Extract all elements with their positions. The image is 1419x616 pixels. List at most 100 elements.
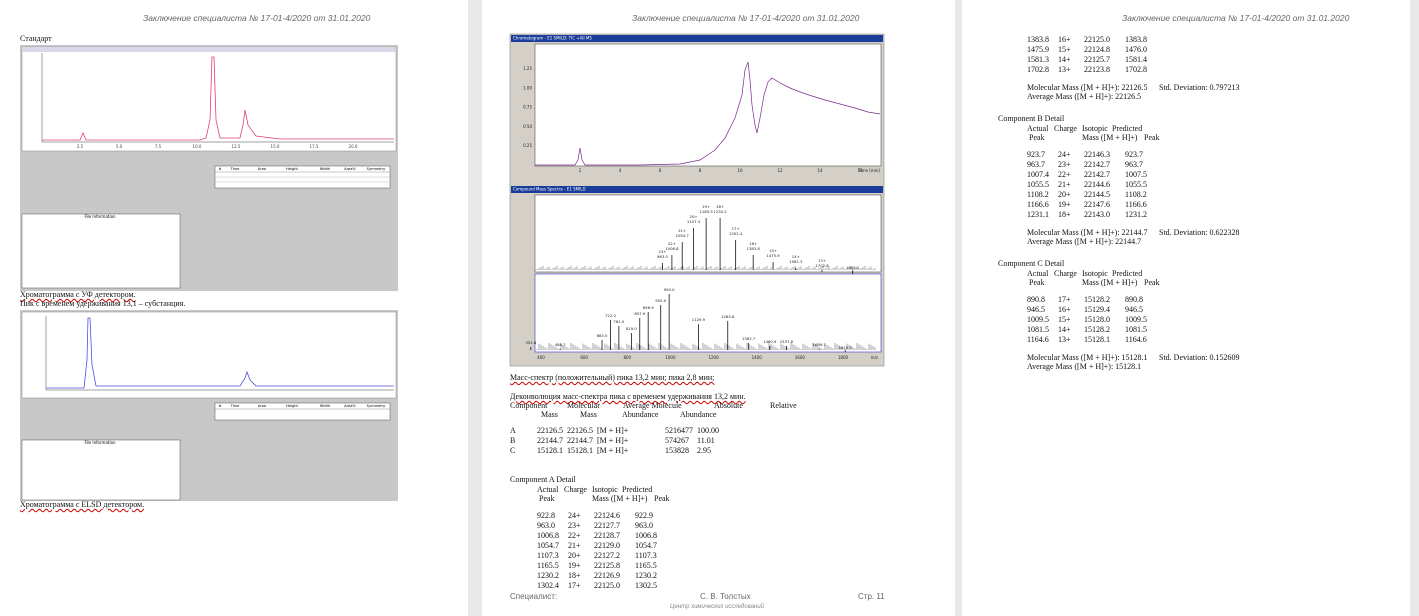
table-cell: 16+ — [1058, 305, 1071, 314]
x-tick-label: 1000 — [665, 355, 676, 360]
section-title: Component B Detail — [998, 114, 1065, 123]
peak-label: 17+ — [732, 226, 740, 231]
table-cell: 1081.5 — [1027, 325, 1049, 334]
table-cell: 15+ — [1058, 45, 1071, 54]
table-cell: 1702.8 — [1027, 65, 1049, 74]
y-tick-label: 0.75 — [523, 105, 532, 110]
table-cell: 1007.5 — [1125, 170, 1147, 179]
peak-label: 1475.9 — [766, 253, 780, 258]
table-cell: 1164.6 — [1125, 335, 1147, 344]
section-title: Component A Detail — [510, 475, 576, 484]
table-header: Charge — [564, 485, 587, 494]
table-cell: 22124.6 — [594, 511, 620, 520]
table-cell: 22128.7 — [594, 531, 620, 540]
table-cell: 1007.4 — [1027, 170, 1049, 179]
caption: Пик с временем удерживания 13,1 – субста… — [20, 299, 186, 308]
table-header: # — [218, 167, 221, 171]
peak-label: 20+ — [690, 214, 698, 219]
table-cell: 18+ — [1058, 210, 1071, 219]
table-cell: 1383.8 — [1027, 35, 1049, 44]
x-tick-label: 10.0 — [193, 144, 202, 149]
table-cell: 15128.0 — [1084, 315, 1110, 324]
x-tick-label: 1200 — [708, 355, 719, 360]
table-cell: 22127.2 — [594, 551, 620, 560]
peak-label: 1845.1 — [846, 265, 860, 270]
table-header: Width — [320, 404, 330, 408]
table-cell: 100.00 — [697, 426, 719, 435]
table-cell: 1166.6 — [1027, 200, 1049, 209]
window-title-bar — [511, 35, 883, 42]
table-header: Mass ([M + H]+) — [592, 494, 648, 503]
table-cell: [M + H]+ — [597, 426, 629, 435]
chromatogram-line — [46, 317, 394, 389]
peak-label: 857.9 — [634, 311, 645, 316]
window-title-bar — [511, 186, 883, 193]
table-header: Width — [320, 167, 330, 171]
peak-label: 1581.3 — [789, 259, 803, 264]
table-cell: 18+ — [568, 571, 581, 580]
peak-label: 896.9 — [643, 305, 654, 310]
chart-area — [534, 43, 882, 167]
table-cell: 1165.5 — [537, 561, 559, 570]
table-cell: 1009.5 — [1125, 315, 1147, 324]
table-header: Area% — [344, 167, 356, 171]
chart-area — [534, 273, 882, 353]
caption: Хроматограмма с УФ детектором. — [20, 290, 136, 299]
x-tick-label: 15.0 — [271, 144, 280, 149]
footer-label: Специалист: — [510, 592, 558, 601]
peak-label: 19+ — [702, 204, 710, 209]
table-cell: 19+ — [1058, 200, 1071, 209]
table-cell: 963.0 — [537, 521, 555, 530]
x-tick-label: 7.5 — [155, 144, 162, 149]
peak-label: 994.0 — [664, 287, 675, 292]
peak-label: 1810.5 — [839, 345, 853, 350]
table-cell: 15128.1 — [537, 446, 563, 455]
table-cell: 890.8 — [1027, 295, 1045, 304]
table-cell: 15128.1 — [567, 446, 593, 455]
table-cell: 14+ — [1058, 325, 1071, 334]
table-cell: 22144.7 — [537, 436, 563, 445]
table-cell: 22147.6 — [1084, 200, 1110, 209]
table-cell: 22126.5 — [567, 426, 593, 435]
table-cell: 22144.6 — [1084, 180, 1110, 189]
table-header: Component — [510, 401, 548, 410]
table-cell: 15128.2 — [1084, 325, 1110, 334]
table-cell: 22143.0 — [1084, 210, 1110, 219]
summary-line: Std. Deviation: 0.152609 — [1159, 353, 1240, 362]
peak-label: 1054.7 — [676, 233, 690, 238]
peak-label: 1107.3 — [687, 219, 701, 224]
table-header: Area — [258, 167, 266, 171]
table-cell: 23+ — [568, 521, 581, 530]
section-title: Component C Detail — [998, 259, 1065, 268]
table-header: Predicted — [622, 485, 653, 494]
table-header: Peak — [654, 494, 670, 503]
chart-caption-bar — [22, 47, 396, 52]
table-header: # — [218, 404, 221, 408]
table-cell: 1302.5 — [635, 581, 657, 590]
x-tick-label: 800 — [623, 355, 631, 360]
table-cell: 22127.7 — [594, 521, 620, 530]
table-cell: 22146.3 — [1084, 150, 1110, 159]
y-tick-label: 1.25 — [523, 66, 532, 71]
footer-name: С. В. Толстых — [700, 592, 751, 601]
page-header: Заключение специалиста № 17-01-4/2020 от… — [143, 13, 371, 23]
peak-label: 16+ — [749, 241, 757, 246]
table-cell: 20+ — [1058, 190, 1071, 199]
table-header: Isotopic — [1082, 269, 1108, 278]
chart-area — [534, 194, 882, 273]
peak-label: 722.0 — [605, 313, 616, 318]
table-header: Predicted — [1112, 124, 1143, 133]
table-cell: 1231.1 — [1027, 210, 1049, 219]
table-header: Mass — [580, 410, 597, 419]
table-cell: 17+ — [568, 581, 581, 590]
x-tick-label: 400 — [537, 355, 545, 360]
x-tick-label: 1600 — [795, 355, 806, 360]
table-header: Isotopic — [1082, 124, 1108, 133]
table-cell: 22129.0 — [594, 541, 620, 550]
table-cell: 1054.7 — [635, 541, 657, 550]
peak-label: 18+ — [716, 204, 724, 209]
table-cell: 23+ — [1058, 160, 1071, 169]
x-tick-label: 2.5 — [77, 144, 84, 149]
peak-label: 1265.8 — [721, 314, 735, 319]
x-tick-label: 16 — [857, 168, 863, 173]
